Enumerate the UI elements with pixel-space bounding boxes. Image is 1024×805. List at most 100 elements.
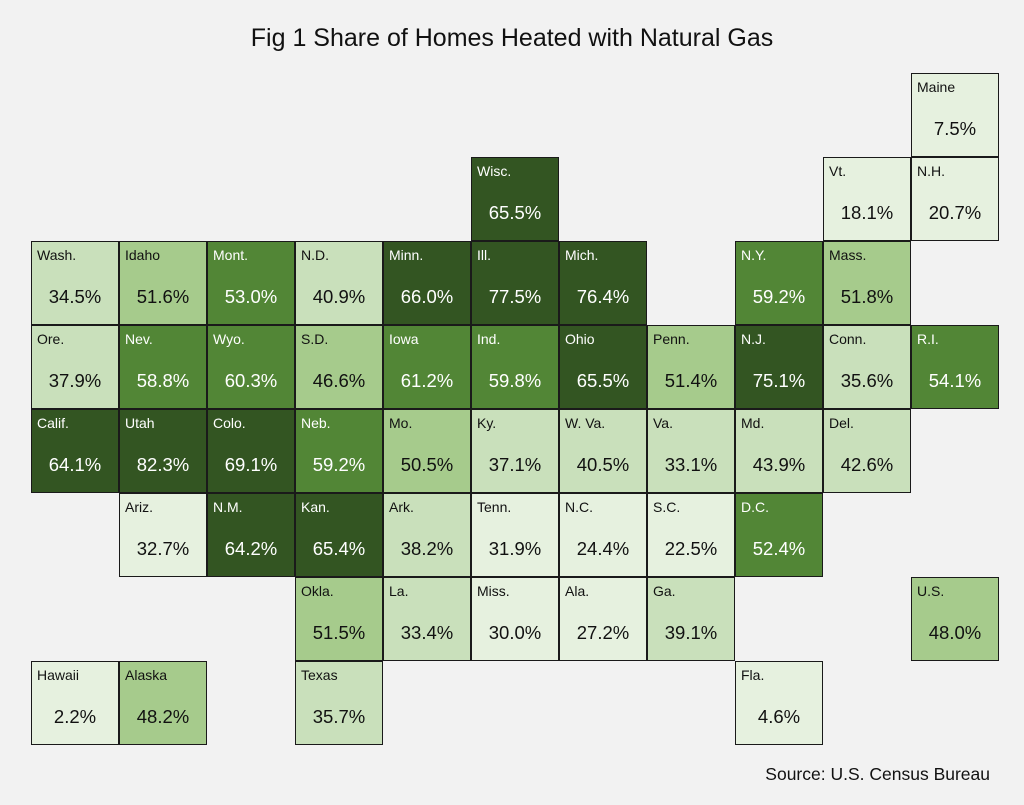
state-label: Wisc.	[477, 163, 512, 179]
state-value-label: 54.1%	[928, 370, 982, 391]
state-label: N.J.	[741, 331, 766, 347]
state-tile: S.D. 46.6%	[295, 325, 383, 409]
state-value-label: 35.6%	[840, 370, 894, 391]
state-tile: Neb. 59.2%	[295, 409, 383, 493]
state-label: Del.	[829, 415, 854, 431]
state-label: Mo.	[389, 415, 413, 431]
state-tile: Nev. 58.8%	[119, 325, 207, 409]
state-label: Ga.	[653, 583, 676, 599]
state-tile: Conn. 35.6%	[823, 325, 911, 409]
state-value-label: 32.7%	[136, 538, 190, 559]
state-tile: Mont. 53.0%	[207, 241, 295, 325]
state-tile: Ohio 65.5%	[559, 325, 647, 409]
state-tile: R.I. 54.1%	[911, 325, 999, 409]
state-tile: La. 33.4%	[383, 577, 471, 661]
state-label: Ala.	[565, 583, 590, 599]
state-tile: Md. 43.9%	[735, 409, 823, 493]
state-label: U.S.	[917, 583, 945, 599]
state-value-label: 35.7%	[312, 706, 366, 727]
state-label: Mass.	[829, 247, 867, 263]
state-label: Kan.	[301, 499, 330, 515]
state-label: D.C.	[741, 499, 769, 515]
state-label: Minn.	[389, 247, 424, 263]
state-label: Ind.	[477, 331, 501, 347]
state-label: Tenn.	[477, 499, 512, 515]
state-label: N.H.	[917, 163, 945, 179]
state-value-label: 46.6%	[312, 370, 366, 391]
state-tile: Alaska 48.2%	[119, 661, 207, 745]
state-tile: S.C. 22.5%	[647, 493, 735, 577]
state-value-label: 31.9%	[488, 538, 542, 559]
state-tile: Ala. 27.2%	[559, 577, 647, 661]
state-label: R.I.	[917, 331, 939, 347]
state-label: Conn.	[829, 331, 867, 347]
state-label: Ore.	[37, 331, 65, 347]
chart-title: Fig 1 Share of Homes Heated with Natural…	[250, 24, 774, 52]
state-label: Okla.	[301, 583, 334, 599]
state-value-label: 82.3%	[136, 454, 190, 475]
state-tile: N.Y. 59.2%	[735, 241, 823, 325]
state-tile: Fla. 4.6%	[735, 661, 823, 745]
state-value-label: 48.2%	[136, 706, 190, 727]
state-tile: N.D. 40.9%	[295, 241, 383, 325]
state-value-label: 66.0%	[400, 286, 454, 307]
state-label: Mich.	[565, 247, 599, 263]
state-tile: U.S. 48.0%	[911, 577, 999, 661]
state-value-label: 39.1%	[664, 622, 718, 643]
state-tile: Miss. 30.0%	[471, 577, 559, 661]
state-value-label: 52.4%	[752, 538, 806, 559]
state-label: Md.	[741, 415, 765, 431]
state-tile: Mo. 50.5%	[383, 409, 471, 493]
state-value-label: 61.2%	[400, 370, 454, 391]
state-label: W. Va.	[565, 415, 606, 431]
state-value-label: 77.5%	[488, 286, 542, 307]
state-value-label: 58.8%	[136, 370, 190, 391]
state-value-label: 24.4%	[576, 538, 630, 559]
state-value-label: 76.4%	[576, 286, 630, 307]
state-value-label: 18.1%	[840, 202, 894, 223]
state-tile: Tenn. 31.9%	[471, 493, 559, 577]
state-value-label: 51.8%	[840, 286, 894, 307]
state-value-label: 42.6%	[840, 454, 894, 475]
state-label: Ill.	[477, 247, 491, 263]
state-label: Penn.	[653, 331, 690, 347]
state-value-label: 27.2%	[576, 622, 630, 643]
state-label: Mont.	[213, 247, 249, 263]
state-tile: Vt. 18.1%	[823, 157, 911, 241]
state-tile: Del. 42.6%	[823, 409, 911, 493]
state-label: Texas	[301, 667, 338, 683]
state-label: N.Y.	[741, 247, 767, 263]
state-value-label: 48.0%	[928, 622, 982, 643]
state-value-label: 64.1%	[48, 454, 102, 475]
state-label: Va.	[653, 415, 673, 431]
state-tile: Kan. 65.4%	[295, 493, 383, 577]
state-value-label: 60.3%	[224, 370, 278, 391]
state-value-label: 4.6%	[757, 706, 801, 727]
state-tile: Idaho 51.6%	[119, 241, 207, 325]
state-tile: Maine 7.5%	[911, 73, 999, 157]
source-note: Source: U.S. Census Bureau	[765, 764, 990, 784]
state-tile: Ill. 77.5%	[471, 241, 559, 325]
state-tile: D.C. 52.4%	[735, 493, 823, 577]
state-label: Maine	[917, 79, 956, 95]
state-value-label: 59.8%	[488, 370, 542, 391]
state-value-label: 59.2%	[312, 454, 366, 475]
state-value-label: 30.0%	[488, 622, 542, 643]
state-label: Nev.	[125, 331, 153, 347]
state-label: Fla.	[741, 667, 765, 683]
state-value-label: 65.4%	[312, 538, 366, 559]
state-tile: Mich. 76.4%	[559, 241, 647, 325]
state-label: Wash.	[37, 247, 77, 263]
state-tile: W. Va. 40.5%	[559, 409, 647, 493]
state-label: La.	[389, 583, 409, 599]
state-tile: Texas 35.7%	[295, 661, 383, 745]
state-label: Iowa	[389, 331, 419, 347]
state-value-label: 22.5%	[664, 538, 718, 559]
state-value-label: 37.1%	[488, 454, 542, 475]
state-value-label: 75.1%	[752, 370, 806, 391]
state-tile: Okla. 51.5%	[295, 577, 383, 661]
state-value-label: 51.4%	[664, 370, 718, 391]
state-label: Ohio	[565, 331, 595, 347]
state-label: Calif.	[37, 415, 69, 431]
